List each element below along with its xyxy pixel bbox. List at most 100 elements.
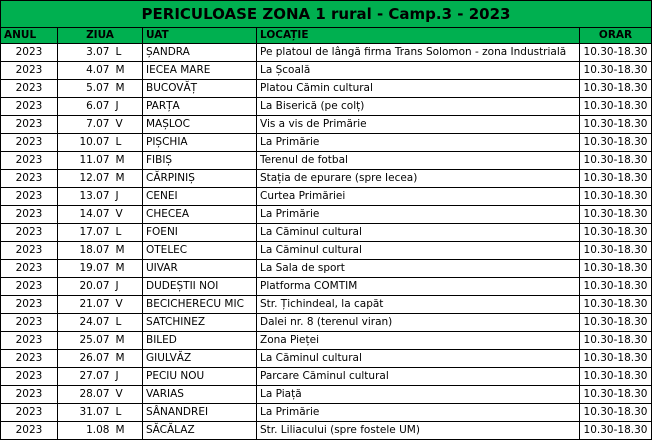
table-row: 2023 6.07 J PARȚA La Biserică (pe colț) 10.30…: [0, 97, 652, 116]
table-cell: L: [112, 133, 143, 152]
table-cell: Pe platoul de lângă firma Trans Solomon …: [256, 43, 580, 62]
table-cell: 2023: [0, 169, 58, 188]
table-row: 2023 31.07 L SÂNANDREI La Primărie 10.30-18.3…: [0, 403, 652, 422]
table-cell: 10.30-18.30: [578, 277, 652, 296]
table-cell: 10.30-18.30: [578, 61, 652, 80]
table-cell: M: [112, 169, 143, 188]
table-cell: 11.07: [57, 151, 113, 170]
table-cell: 10.30-18.30: [578, 385, 652, 404]
table-cell: 2023: [0, 385, 58, 404]
table-cell: Str. Țichindeal, la capăt: [256, 295, 580, 314]
header-cell: LOCAȚIE: [256, 27, 580, 44]
table-cell: 2023: [0, 277, 58, 296]
table-row: 2023 20.07 J DUDEȘTII NOI Platforma COMTIM 10…: [0, 277, 652, 296]
table-cell: MAȘLOC: [142, 115, 257, 134]
table-cell: M: [112, 349, 143, 368]
table-row: 2023 1.08 M SĂCĂLAZ Str. Liliacului (spre fo…: [0, 421, 652, 440]
table-cell: 25.07: [57, 331, 113, 350]
table-row: 2023 18.07 M OTELEC La Căminul cultural 10.30…: [0, 241, 652, 260]
table-body: 2023 3.07 L ȘANDRA Pe platoul de lângă firma…: [0, 43, 652, 440]
table-cell: Vis a vis de Primărie: [256, 115, 580, 134]
table-cell: 7.07: [57, 115, 113, 134]
table-cell: M: [112, 61, 143, 80]
table-cell: 2023: [0, 295, 58, 314]
table-row: 2023 17.07 L FOENI La Căminul cultural 10.30-…: [0, 223, 652, 242]
table-title: PERICULOASE ZONA 1 rural - Camp.3 - 2023: [0, 0, 652, 28]
table-cell: 12.07: [57, 169, 113, 188]
table-row: 2023 3.07 L ȘANDRA Pe platoul de lângă firma…: [0, 43, 652, 62]
table-cell: 2023: [0, 43, 58, 62]
table-row: 2023 5.07 M BUCOVĂȚ Platou Cămin cultural 10.…: [0, 79, 652, 98]
table-cell: PECIU NOU: [142, 367, 257, 386]
table-cell: 10.30-18.30: [578, 169, 652, 188]
table-cell: Dalei nr. 8 (terenul viran): [256, 313, 580, 332]
table-cell: 2023: [0, 187, 58, 206]
table-cell: 10.30-18.30: [578, 259, 652, 278]
table-cell: Stația de epurare (spre Iecea): [256, 169, 580, 188]
table-cell: 10.30-18.30: [578, 133, 652, 152]
table-cell: 2023: [0, 151, 58, 170]
table-cell: 6.07: [57, 97, 113, 116]
table-cell: L: [112, 223, 143, 242]
table-cell: M: [112, 331, 143, 350]
table-row: 2023 25.07 M BILED Zona Pieței 10.30-18.30: [0, 331, 652, 350]
table-cell: SÂNANDREI: [142, 403, 257, 422]
table-cell: 14.07: [57, 205, 113, 224]
table-cell: 24.07: [57, 313, 113, 332]
header-cell: UAT: [142, 27, 257, 44]
table-row: 2023 21.07 V BECICHERECU MIC Str. Țichindeal…: [0, 295, 652, 314]
table-cell: 10.30-18.30: [578, 115, 652, 134]
table-cell: M: [112, 241, 143, 260]
table-row: 2023 12.07 M CĂRPINIȘ Stația de epurare (spr…: [0, 169, 652, 188]
table-cell: M: [112, 259, 143, 278]
table-cell: 26.07: [57, 349, 113, 368]
table-row: 2023 19.07 M UIVAR La Sala de sport 10.30-18.…: [0, 259, 652, 278]
table-cell: 13.07: [57, 187, 113, 206]
table-cell: BECICHERECU MIC: [142, 295, 257, 314]
table-cell: 2023: [0, 259, 58, 278]
table-cell: 2023: [0, 241, 58, 260]
table-cell: 5.07: [57, 79, 113, 98]
table-cell: 21.07: [57, 295, 113, 314]
table-row: 2023 28.07 V VARIAS La Piață 10.30-18.30: [0, 385, 652, 404]
table-cell: Platou Cămin cultural: [256, 79, 580, 98]
table-cell: V: [112, 385, 143, 404]
table-cell: OTELEC: [142, 241, 257, 260]
table-cell: PARȚA: [142, 97, 257, 116]
table-row: 2023 4.07 M IECEA MARE La Școală 10.30-18.30: [0, 61, 652, 80]
header-cell: ORAR: [578, 27, 652, 44]
table-cell: Str. Liliacului (spre fostele UM): [256, 421, 580, 440]
table-cell: SĂCĂLAZ: [142, 421, 257, 440]
table-cell: 2023: [0, 133, 58, 152]
table-cell: La Primărie: [256, 205, 580, 224]
table-cell: Parcare Căminul cultural: [256, 367, 580, 386]
table-cell: L: [112, 403, 143, 422]
table-cell: 17.07: [57, 223, 113, 242]
table-cell: IECEA MARE: [142, 61, 257, 80]
table-row: 2023 26.07 M GIULVĂZ La Căminul cultural 10.3…: [0, 349, 652, 368]
table-cell: 10.30-18.30: [578, 367, 652, 386]
table-row: 2023 14.07 V CHECEA La Primărie 10.30-18.30: [0, 205, 652, 224]
table-cell: V: [112, 115, 143, 134]
table-cell: J: [112, 97, 143, 116]
table-cell: 20.07: [57, 277, 113, 296]
table-cell: 10.30-18.30: [578, 241, 652, 260]
table-cell: 2023: [0, 205, 58, 224]
table-cell: CENEI: [142, 187, 257, 206]
table-cell: La Primărie: [256, 403, 580, 422]
table-row: 2023 10.07 L PIȘCHIA La Primărie 10.30-18.30: [0, 133, 652, 152]
table-cell: La Primărie: [256, 133, 580, 152]
table-cell: M: [112, 151, 143, 170]
table-cell: 10.30-18.30: [578, 205, 652, 224]
table-cell: 10.30-18.30: [578, 295, 652, 314]
table-cell: V: [112, 205, 143, 224]
table-cell: BILED: [142, 331, 257, 350]
table-row: 2023 27.07 J PECIU NOU Parcare Căminul cultu…: [0, 367, 652, 386]
table-cell: La Căminul cultural: [256, 241, 580, 260]
table-cell: V: [112, 295, 143, 314]
table-row: 2023 13.07 J CENEI Curtea Primăriei 10.30-18.…: [0, 187, 652, 206]
table-cell: CHECEA: [142, 205, 257, 224]
table-cell: La Sala de sport: [256, 259, 580, 278]
table-cell: La Piață: [256, 385, 580, 404]
